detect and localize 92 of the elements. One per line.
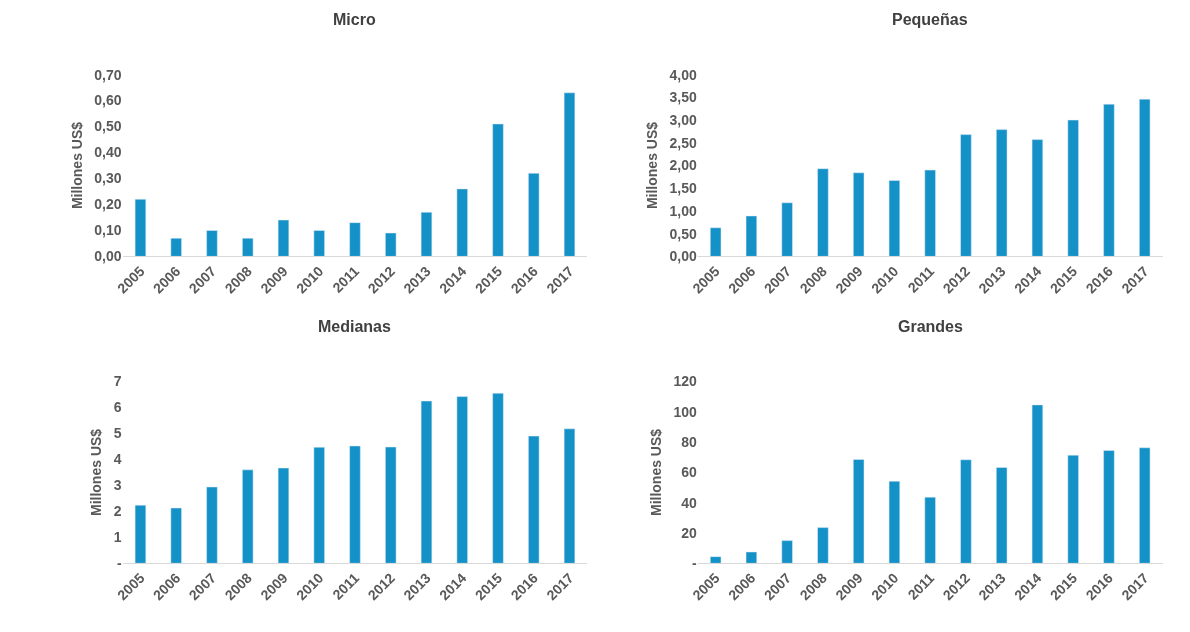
bar [924,169,936,257]
y-tick-label: 0,00 [669,248,697,265]
y-tick-label: 3 [113,477,122,494]
bar [277,219,290,257]
bar [277,467,290,564]
bar [853,172,865,257]
chart-title: Medianas [318,318,392,335]
y-axis-title: Millones US$ [88,428,105,517]
y-tick-label: 4,00 [669,66,697,83]
y-tick-label: 3,00 [669,111,697,128]
y-tick-label: 2 [113,503,122,520]
bar [710,556,722,564]
y-tick-label: 6 [113,399,122,416]
y-tick-label: 100 [673,403,697,420]
bar [420,400,433,564]
bar [888,180,901,257]
y-tick-label: 40 [681,494,697,511]
bar [1067,119,1079,257]
y-tick-label: 0,50 [94,118,122,135]
bar [781,540,793,564]
y-tick-label: 0,30 [94,170,122,187]
bar [1103,450,1115,564]
y-tick-label: 0,20 [94,196,122,213]
bar [960,459,972,564]
bar [420,212,433,257]
chart-title: Micro [333,11,376,28]
bar [385,446,397,564]
bar [996,129,1008,257]
bar [745,215,758,257]
bar [781,202,793,257]
y-tick-label: - [116,555,122,572]
y-axis-title: Millones US$ [68,121,85,210]
chart-title: Pequeñas [892,11,968,28]
bar [528,435,540,564]
y-tick-label: 0,60 [94,92,122,109]
bar [528,173,540,257]
y-tick-label: 60 [681,464,697,481]
y-tick-label: 80 [681,434,697,451]
bar [170,507,182,564]
y-tick-label: 1,00 [669,202,697,219]
y-tick-label: 2,00 [669,157,697,174]
bar [492,123,504,257]
bar [134,504,147,564]
bar [170,237,182,257]
y-tick-label: 1,50 [669,180,697,197]
bar [492,393,504,564]
y-tick-label: - [692,555,698,572]
y-tick-label: 20 [681,524,697,541]
bar [563,92,576,257]
bar [206,486,218,564]
bar [924,496,936,564]
bar [1103,103,1115,257]
bar [853,459,865,564]
bar [349,445,361,564]
y-tick-label: 0,00 [94,248,122,265]
bar [1031,139,1044,257]
y-tick-label: 0,40 [94,144,122,161]
bar [817,168,829,257]
bar [1067,454,1079,564]
bar [313,447,325,564]
bar [710,227,722,257]
bar [888,480,901,564]
bar [996,467,1008,564]
bar [960,134,972,257]
y-axis-title: Millones US$ [648,428,665,517]
bar [349,222,361,257]
bar [563,428,576,564]
y-tick-label: 0,50 [669,225,697,242]
y-tick-label: 0,70 [94,66,122,83]
bar [817,527,829,564]
bar [1139,98,1151,257]
y-tick-label: 2,50 [669,134,697,151]
y-tick-label: 5 [113,425,122,442]
y-tick-label: 120 [673,373,697,390]
bar [313,230,325,257]
y-tick-label: 7 [113,373,122,390]
bar [134,199,147,257]
y-tick-label: 4 [113,451,122,468]
bar [1139,447,1151,564]
y-axis-title: Millones US$ [644,121,661,210]
bar [206,230,218,257]
bar [242,469,254,564]
y-tick-label: 1 [113,529,122,546]
chart-title: Grandes [898,318,964,335]
y-tick-label: 3,50 [669,89,697,106]
bar [745,551,758,564]
bar [242,237,254,257]
bar [456,396,468,564]
bar [385,232,397,257]
y-tick-label: 0,10 [94,222,122,239]
bar [456,188,468,257]
bar [1031,404,1044,564]
